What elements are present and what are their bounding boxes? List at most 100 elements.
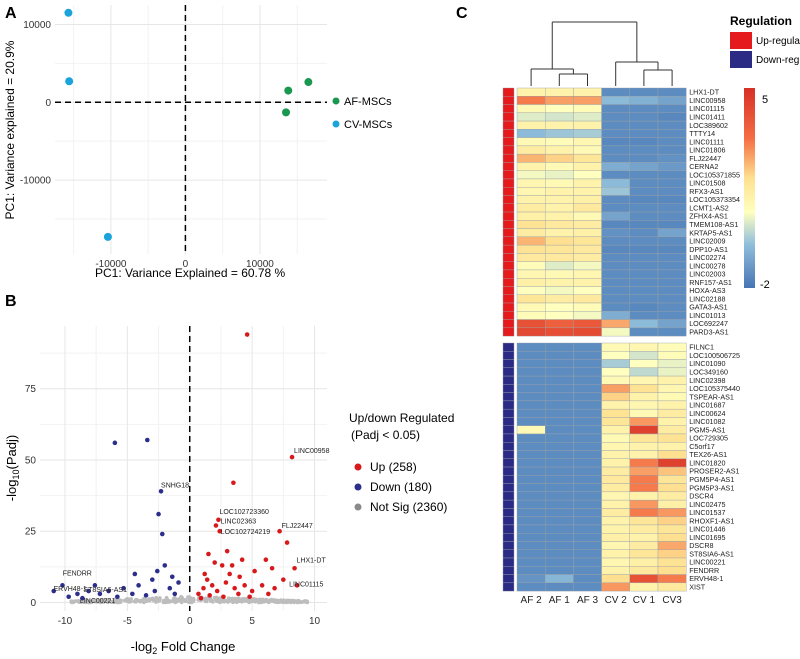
heatmap-gene-label: PGM5-AS1 xyxy=(689,425,725,434)
panel-a: A -10000 0 10000 10000 0 -10000 AF-MSCs CV-MS… xyxy=(3,5,393,280)
heatmap-cell xyxy=(657,351,687,360)
annotation-up-cell xyxy=(502,311,515,320)
volcano-point-notsig xyxy=(126,597,130,601)
pca-tick-labels: -10000 0 10000 10000 0 -10000 xyxy=(20,20,274,270)
volcano-gene-label: ERVH48-1 xyxy=(53,586,86,593)
heatmap-cell xyxy=(516,549,546,559)
volcano-gene-label: LINC00221 xyxy=(80,598,116,605)
heatmap-cell xyxy=(629,319,659,329)
heatmap-cell xyxy=(629,433,659,443)
heatmap-cell xyxy=(573,400,602,410)
heatmap-column-label: AF 3 xyxy=(577,595,599,606)
volcano-legend-title: Up/down Regulated xyxy=(349,411,454,425)
heatmap-cell xyxy=(657,384,687,393)
heatmap-cell xyxy=(545,450,574,459)
heatmap-cell xyxy=(573,442,602,451)
volcano-point-down xyxy=(130,591,135,597)
heatmap-cell xyxy=(629,392,659,402)
heatmap-cell xyxy=(516,311,546,320)
heatmap-cell xyxy=(657,491,687,501)
volcano-point-up xyxy=(204,577,210,582)
volcano-point-down xyxy=(115,594,120,600)
pca-grid xyxy=(55,5,327,254)
heatmap-cell xyxy=(657,541,687,550)
heatmap-gene-label: ZFHX4-AS1 xyxy=(689,212,728,221)
volcano-point-notsig xyxy=(299,600,304,604)
heatmap-cell xyxy=(545,442,574,451)
heatmap-cell xyxy=(545,425,574,435)
pca-point-af xyxy=(282,108,291,117)
heatmap-cell xyxy=(516,104,546,114)
heatmap-cell xyxy=(601,129,630,138)
heatmap-gene-label: LOC105373354 xyxy=(689,195,740,204)
heatmap-cell xyxy=(516,278,546,287)
heatmap-gene-label: LOC349160 xyxy=(689,367,728,376)
volcano-point-up xyxy=(214,588,220,594)
heatmap-cell xyxy=(601,475,630,484)
volcano-point-down xyxy=(162,563,168,568)
heatmap-cell xyxy=(657,145,687,155)
heatmap-gene-label: LCMT1-AS2 xyxy=(689,203,729,212)
volcano-point-up xyxy=(231,480,236,486)
heatmap-cell xyxy=(657,367,687,377)
heatmap-cell xyxy=(657,557,687,567)
heatmap-cell xyxy=(545,582,574,592)
legend-down-regulated-label: Down-regulated xyxy=(756,55,800,66)
annotation-down-cell xyxy=(502,475,515,484)
heatmap-cell xyxy=(601,450,630,459)
panel-b: B -10 -5 0 5 10 0 25 50 75 LINC00958 SNHG18 LOC102… xyxy=(4,293,454,656)
heatmap-cell xyxy=(516,236,546,246)
legend-down-label: Down (180) xyxy=(370,480,432,494)
heatmap-cell xyxy=(516,261,546,271)
volcano-point-notsig xyxy=(179,594,184,599)
heatmap-cell xyxy=(545,351,574,360)
annotation-down-cell xyxy=(502,557,515,567)
heatmap-cell xyxy=(516,491,546,501)
heatmap-cell xyxy=(516,392,546,402)
heatmap-cell xyxy=(601,269,630,279)
volcano-point-up xyxy=(196,591,201,597)
heatmap-cell xyxy=(545,375,574,385)
heatmap-gene-label: PGM5P4-AS1 xyxy=(689,475,734,484)
heatmap-cell xyxy=(629,508,659,517)
heatmap-cell xyxy=(545,392,574,402)
pca-point-cv xyxy=(103,232,112,241)
heatmap-gene-label: ST8SIA6-AS1 xyxy=(689,549,734,558)
heatmap-cell xyxy=(545,170,574,180)
heatmap-cell xyxy=(657,483,687,493)
heatmap-column-label: CV3 xyxy=(662,595,682,606)
annotation-down-cell xyxy=(502,392,515,402)
heatmap-gene-label: XIST xyxy=(689,583,706,592)
heatmap-cell xyxy=(629,425,659,435)
heatmap-gene-label: LINC01111 xyxy=(689,137,724,146)
heatmap-cell xyxy=(629,417,659,426)
heatmap-cell xyxy=(629,566,659,575)
heatmap-cell xyxy=(516,533,546,542)
heatmap-cell xyxy=(601,236,630,246)
heatmap-cell xyxy=(545,145,574,155)
heatmap-cell xyxy=(657,442,687,451)
heatmap-cell xyxy=(573,466,602,476)
heatmap-cell xyxy=(601,145,630,155)
heatmap-cell xyxy=(657,187,687,196)
pca-plot-area xyxy=(55,5,327,254)
volcano-point-up xyxy=(272,585,277,591)
volcano-point-up xyxy=(209,583,215,588)
heatmap-cell xyxy=(629,112,659,122)
volcano-point-down xyxy=(132,571,138,577)
volcano-gene-label: SNHG18 xyxy=(161,482,189,489)
heatmap-gene-label: KRTAP5-AS1 xyxy=(689,228,732,237)
heatmap-cell xyxy=(573,433,602,443)
heatmap-cell xyxy=(601,302,630,312)
volcano-point-up xyxy=(281,577,286,582)
heatmap-cell xyxy=(516,87,546,97)
volcano-point-notsig xyxy=(175,599,179,603)
heatmap-cell xyxy=(629,236,659,246)
heatmap-cell xyxy=(601,582,630,592)
heatmap-cell xyxy=(601,400,630,410)
heatmap-cell xyxy=(516,137,546,147)
volcano-plot-area xyxy=(40,326,327,611)
heatmap-cell xyxy=(629,375,659,385)
heatmap-cell xyxy=(601,112,630,122)
heatmap-cell xyxy=(545,475,574,484)
